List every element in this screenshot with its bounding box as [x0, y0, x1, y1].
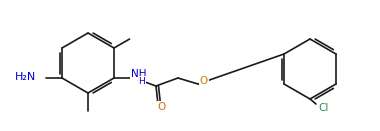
Text: O: O — [200, 76, 208, 86]
Text: NH: NH — [131, 69, 147, 79]
Text: Cl: Cl — [319, 103, 329, 113]
Text: H: H — [139, 77, 146, 86]
Text: H₂N: H₂N — [15, 72, 36, 82]
Text: O: O — [158, 102, 166, 112]
